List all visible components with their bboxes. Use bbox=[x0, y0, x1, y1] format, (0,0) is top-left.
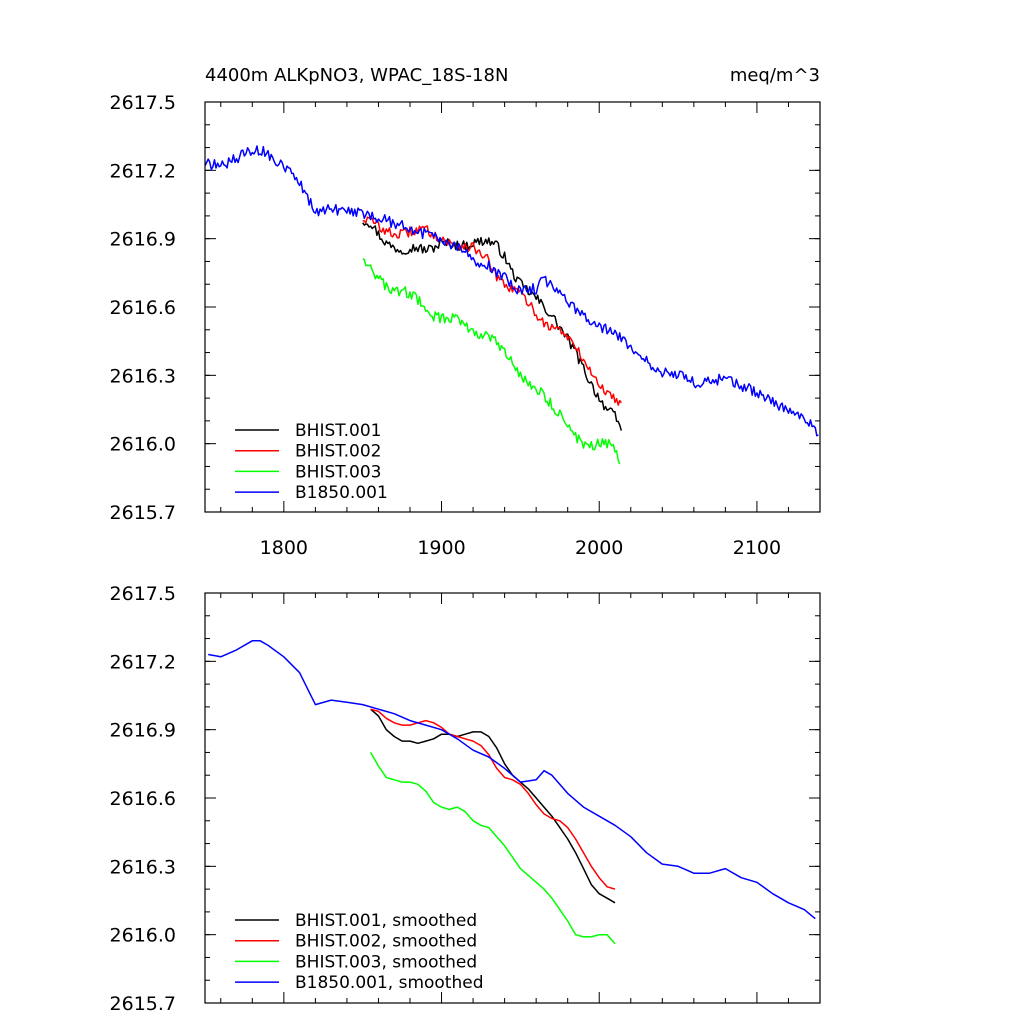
legend-label: BHIST.001, smoothed bbox=[295, 911, 477, 931]
series-line-bhist-003 bbox=[362, 258, 621, 465]
x-tick-label: 2100 bbox=[733, 537, 781, 559]
series-line-b1850-001-smoothed bbox=[208, 640, 816, 920]
y-tick-label: 2616.6 bbox=[110, 297, 176, 319]
legend-label: BHIST.003, smoothed bbox=[295, 952, 477, 972]
series-line-b1850-001 bbox=[204, 145, 819, 437]
bottom-y-tick-labels: 2615.7 2616.0 2616.3 2616.6 2616.9 2617.2 2617… bbox=[110, 583, 176, 1015]
x-tick-label: 1900 bbox=[417, 537, 465, 559]
y-tick-label: 2617.2 bbox=[110, 160, 176, 182]
y-tick-label: 2617.5 bbox=[110, 583, 176, 605]
bottom-panel: 2615.7 2616.0 2616.3 2616.6 2616.9 2617.2 2617… bbox=[110, 583, 821, 1015]
legend-label: BHIST.002 bbox=[295, 442, 381, 462]
series-line-bhist-003-smoothed bbox=[369, 752, 616, 945]
bottom-plot-lines bbox=[208, 640, 816, 945]
y-tick-label: 2615.7 bbox=[110, 502, 176, 524]
top-y-tick-labels: 2615.7 2616.0 2616.3 2616.6 2616.9 2617.2 2617… bbox=[110, 92, 176, 524]
chart-title-left: 4400m ALKpNO3, WPAC_18S-18N bbox=[205, 65, 508, 86]
series-line-bhist-002-smoothed bbox=[370, 708, 616, 890]
y-tick-label: 2617.5 bbox=[110, 92, 176, 114]
series-line-bhist-001 bbox=[362, 222, 623, 431]
legend-label: BHIST.002, smoothed bbox=[295, 932, 477, 952]
y-tick-label: 2616.9 bbox=[110, 720, 176, 742]
y-tick-label: 2616.0 bbox=[110, 434, 176, 456]
y-tick-label: 2616.9 bbox=[110, 229, 176, 251]
y-tick-label: 2616.3 bbox=[110, 856, 176, 878]
chart-title-units: meq/m^3 bbox=[730, 65, 820, 86]
bottom-plot-frame bbox=[204, 592, 821, 1004]
y-tick-label: 2616.6 bbox=[110, 788, 176, 810]
top-plot-frame bbox=[204, 101, 821, 513]
x-tick-label: 1800 bbox=[260, 537, 308, 559]
y-tick-label: 2617.2 bbox=[110, 651, 176, 673]
y-tick-label: 2615.7 bbox=[110, 993, 176, 1015]
legend-label: BHIST.001 bbox=[295, 421, 381, 441]
x-tick-label: 2000 bbox=[575, 537, 623, 559]
legend-label: B1850.001, smoothed bbox=[295, 973, 484, 993]
top-x-tick-labels: 1800 1900 2000 2100 bbox=[260, 537, 781, 559]
legend-label: B1850.001 bbox=[295, 483, 388, 503]
top-panel: 4400m ALKpNO3, WPAC_18S-18N meq/m^3 2615… bbox=[110, 65, 821, 559]
legend-label: BHIST.003 bbox=[295, 462, 381, 482]
top-plot-lines bbox=[204, 145, 819, 465]
series-line-bhist-001-smoothed bbox=[370, 708, 616, 904]
y-tick-label: 2616.3 bbox=[110, 365, 176, 387]
y-tick-label: 2616.0 bbox=[110, 925, 176, 947]
